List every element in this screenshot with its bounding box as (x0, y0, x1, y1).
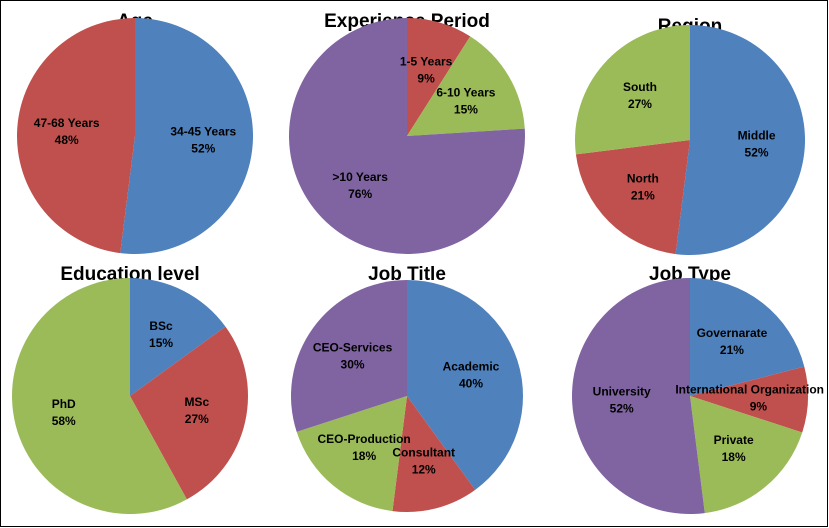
pie-slice (571, 278, 705, 514)
pie-slice (291, 280, 407, 432)
slice-value-label: 15% (149, 336, 173, 350)
slice-value-label: 27% (628, 97, 652, 111)
slice-value-label: 52% (191, 141, 215, 155)
slice-value-label: 15% (454, 102, 478, 116)
slice-value-label: 21% (631, 188, 655, 202)
slice-value-label: 18% (352, 449, 376, 463)
slice-label: CEO-Services (313, 341, 393, 355)
slice-value-label: 18% (722, 450, 746, 464)
pie-slice (690, 396, 803, 514)
pie-slice (575, 140, 690, 255)
chart-title: Job Title (368, 264, 446, 285)
pie-slice (16, 18, 136, 254)
slice-label: 1-5 Years (400, 54, 453, 68)
pie-slice (130, 326, 249, 500)
slice-value-label: 27% (185, 412, 209, 426)
slice-label: Academic (443, 359, 500, 373)
slice-value-label: 76% (348, 187, 372, 201)
slice-label: University (593, 384, 651, 398)
pie-slice (296, 396, 407, 512)
slice-label: International Organization (675, 382, 824, 396)
chart-title: Education level (60, 264, 199, 285)
slice-label: MSc (184, 395, 209, 409)
slice-label: South (623, 80, 657, 94)
slice-value-label: 21% (720, 343, 744, 357)
pie-slice (575, 25, 690, 155)
pie-slice (288, 18, 525, 254)
pie-slice (407, 280, 524, 490)
pie-slice (130, 278, 226, 396)
slice-value-label: 30% (341, 358, 365, 372)
slice-value-label: 40% (459, 376, 483, 390)
slice-label: CEO-Production (317, 432, 410, 446)
pie-slice (407, 36, 525, 136)
slice-label: Governarate (697, 326, 768, 340)
slice-value-label: 12% (412, 462, 436, 476)
slice-label: Consultant (392, 445, 455, 459)
slice-value-label: 52% (610, 401, 634, 415)
slice-label: 34-45 Years (170, 124, 236, 138)
chart-title: Job Type (649, 264, 731, 285)
slice-label: Middle (738, 128, 776, 142)
slice-label: 6-10 Years (436, 85, 495, 99)
slice-value-label: 9% (750, 399, 768, 413)
slice-label: >10 Years (332, 170, 388, 184)
slice-label: PhD (52, 397, 76, 411)
slice-value-label: 48% (55, 133, 79, 147)
slice-value-label: 9% (417, 71, 435, 85)
pie-slice (407, 18, 471, 136)
pie-slice (690, 366, 808, 433)
slice-value-label: 52% (745, 145, 769, 159)
pie-slice (690, 278, 805, 396)
slice-label: North (627, 171, 659, 185)
slice-label: 47-68 Years (34, 116, 100, 130)
slice-label: Private (714, 433, 754, 447)
pie-slice (675, 25, 806, 256)
slice-value-label: 58% (52, 414, 76, 428)
slice-label: BSc (149, 319, 173, 333)
pie-slice (11, 278, 187, 514)
pie-slice (120, 18, 253, 254)
pie-slice (392, 396, 476, 512)
